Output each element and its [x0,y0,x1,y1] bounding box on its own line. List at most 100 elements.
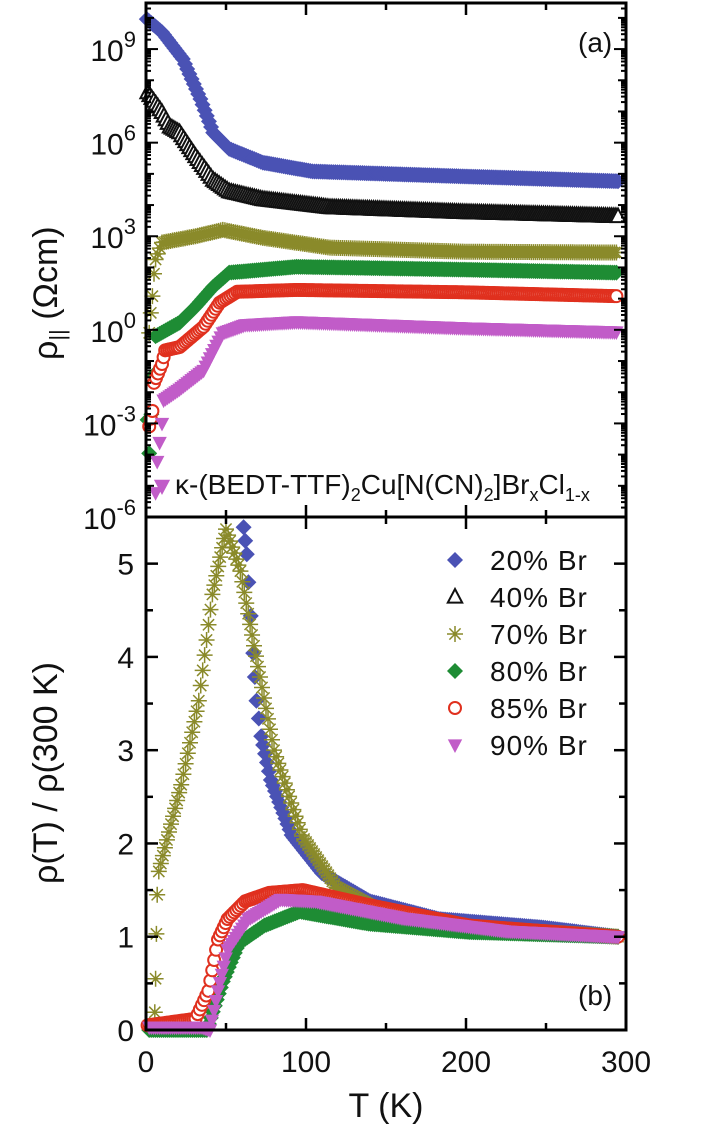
x-axis-title: T (K) [349,1087,424,1125]
data-point [146,265,162,282]
data-marker [230,557,247,574]
data-marker [289,814,306,831]
legend-marker-diamond-icon [447,552,463,568]
data-point [150,863,167,880]
data-marker [194,662,211,679]
legend-label: 85% Br [490,693,588,724]
x-tick-label: 100 [281,1046,331,1079]
data-point [147,970,164,987]
data-marker [268,748,285,765]
legend-marker-diamond-icon [447,663,463,679]
series-90br [148,316,624,501]
panel-a-label: (a) [578,27,612,58]
data-marker [202,601,219,618]
legend: 20% Br 40% Br 70% Br 80% Br 85% Br 90% Br [446,545,588,761]
data-marker [228,551,245,568]
panel-b-label: (b) [578,980,612,1011]
data-point [235,519,252,536]
data-marker [196,647,213,664]
data-marker [285,801,302,818]
data-marker [278,781,295,798]
data-point [218,521,234,538]
data-point [150,455,165,470]
legend-marker-circle-open-icon [448,701,462,715]
series-20br [138,11,626,190]
data-marker [171,784,188,801]
compound-formula: κ-(BEDT-TTF)2Cu[N(CN)2]BrxCl1-x [175,469,590,505]
data-marker [165,808,182,825]
data-marker [222,533,239,550]
data-marker [242,616,259,633]
data-marker [188,703,205,720]
legend-item: 20% Br [447,545,587,576]
data-marker [216,960,231,975]
y-tick-label-a: 100 [90,308,136,349]
y-axis-title-a: ρ|| (Ωcm) [27,226,70,360]
legend-item: 40% Br [446,582,587,613]
y-axis-title-a-sub: || [45,329,70,340]
legend-item: 70% Br [447,619,587,650]
data-marker [175,766,192,783]
data-marker [160,824,177,841]
data-marker [238,595,255,612]
data-point [246,637,262,654]
series-85br [142,282,624,434]
data-marker [214,539,231,556]
data-marker [258,700,274,717]
axis-ticks: 0 100 200 300 10-6 10-3 100 103 106 109 0 1 2 3 4 5 [83,2,651,1079]
data-marker [276,775,293,792]
data-point [142,304,159,321]
data-marker [167,800,184,817]
data-marker [158,831,175,848]
data-marker [212,977,228,991]
data-point [609,289,624,304]
data-marker [152,855,169,872]
y-tick-label-a: 103 [90,214,136,255]
data-point [204,586,221,603]
data-marker [256,689,272,706]
y-tick-label-b: 3 [117,735,134,768]
legend-label: 80% Br [490,656,588,687]
data-marker [237,532,254,549]
data-point [608,244,625,261]
data-marker [208,567,225,584]
data-point [232,563,249,580]
y-tick-label-a: 106 [90,121,136,162]
data-point [238,546,255,563]
data-point [148,925,165,942]
data-point [608,264,625,281]
data-marker [179,745,196,762]
triangle-down-icon [153,479,171,495]
data-marker [208,995,224,1009]
legend-item: 90% Br [447,730,588,761]
data-marker [214,968,230,983]
data-marker [200,616,217,633]
data-marker [236,584,253,601]
y-tick-label-a: 109 [90,27,136,68]
data-marker [244,627,261,644]
data-marker [182,734,198,751]
data-marker [149,245,166,262]
legend-marker-asterisk-icon [447,626,463,642]
data-marker [184,724,201,741]
y-axis-title-a-unit: (Ωcm) [27,226,65,329]
y-tick-label-b: 0 [117,1015,134,1048]
data-marker [281,788,298,805]
data-marker [206,1004,222,1019]
data-marker [270,755,287,772]
data-point [147,251,164,268]
data-marker [264,731,280,748]
compound-formula-annotation: κ-(BEDT-TTF)2Cu[N(CN)2]BrxCl1-x [153,469,590,505]
data-marker [206,577,223,594]
data-marker [154,847,171,864]
data-marker [156,839,173,856]
data-marker [177,755,194,772]
legend-label: 90% Br [490,730,588,761]
data-marker [226,545,243,562]
data-point [154,417,170,432]
data-marker [240,605,257,622]
data-marker [291,821,308,838]
data-marker [210,558,227,575]
y-tick-label-a: 10-6 [83,495,136,536]
series-70br [141,221,625,341]
